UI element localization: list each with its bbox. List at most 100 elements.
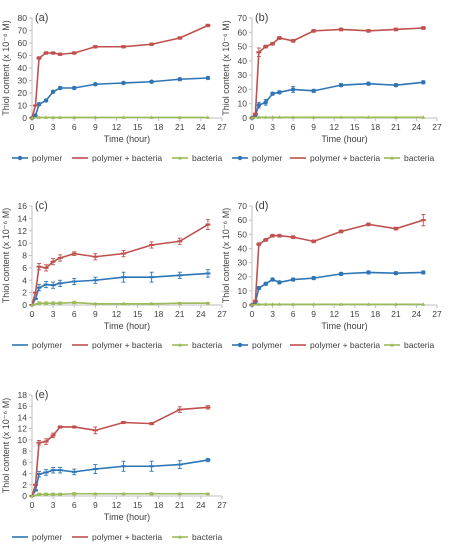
data-point	[366, 115, 371, 119]
chart-panel-2: 0 10 20 30 40 50 60 70 0 3 6 9 12 15 18 21 24 27 Time (hou…	[221, 12, 442, 163]
x-tick-label: 18	[154, 309, 164, 319]
x-tick-label: 27	[217, 122, 227, 132]
series-1	[29, 219, 211, 306]
data-point	[421, 115, 426, 119]
x-tick-label: 27	[217, 309, 227, 319]
legend-label: polymer	[252, 340, 282, 350]
series-1	[29, 23, 211, 119]
data-point	[270, 302, 275, 306]
x-tick-label: 12	[329, 122, 339, 132]
x-tick-label: 18	[371, 309, 381, 319]
legend-marker	[17, 155, 23, 161]
legend-marker	[178, 343, 182, 347]
data-point	[311, 88, 316, 94]
x-tick-label: 3	[270, 122, 275, 132]
chart-panel-1: 0 10 20 30 40 50 60 70 80 0 3 6 9 12 15 18 21 24 27 Time (h…	[1, 12, 227, 163]
y-tick-label: 70	[18, 26, 28, 36]
x-tick-label: 3	[51, 122, 56, 132]
x-tick-label: 9	[311, 309, 316, 319]
x-axis-title: Time (hour)	[104, 321, 150, 331]
y-tick-label: 10	[238, 99, 248, 109]
data-point	[393, 270, 399, 276]
data-point	[58, 301, 63, 305]
legend-label: polymer + bacteria	[310, 153, 380, 163]
series-2	[30, 300, 210, 307]
y-tick-label: 0	[22, 491, 27, 501]
data-point	[256, 302, 261, 306]
y-tick-label: 4	[22, 469, 27, 479]
data-point	[58, 115, 63, 119]
data-point	[121, 491, 126, 496]
y-tick-label: 0	[22, 113, 27, 123]
data-point	[72, 491, 77, 496]
y-tick-label: 2	[22, 480, 27, 490]
y-tick-label: 18	[18, 390, 28, 400]
data-point	[421, 302, 426, 306]
x-tick-label: 21	[391, 122, 401, 132]
series-line	[31, 116, 208, 119]
data-point	[30, 116, 34, 120]
y-tick-label: 10	[238, 286, 248, 296]
y-tick-label: 30	[18, 76, 28, 86]
y-tick-label: 10	[18, 238, 28, 248]
y-tick-label: 50	[238, 42, 248, 52]
legend: polymer polymer + bacteria bacteria	[12, 153, 223, 163]
x-tick-label: 18	[154, 122, 164, 132]
legend-label: polymer	[32, 532, 62, 542]
data-point	[93, 115, 98, 119]
x-tick-label: 24	[412, 309, 422, 319]
y-tick-label: 80	[18, 13, 28, 23]
data-point	[263, 302, 268, 306]
data-point	[44, 492, 49, 496]
data-point	[177, 301, 182, 305]
data-point	[291, 115, 296, 119]
data-point	[37, 492, 42, 496]
series-line	[31, 223, 209, 306]
x-tick-label: 15	[133, 122, 143, 132]
data-point	[311, 302, 316, 306]
legend-label: polymer + bacteria	[310, 340, 380, 350]
data-point	[366, 302, 371, 306]
x-tick-label: 24	[412, 122, 422, 132]
x-tick-label: 0	[30, 500, 35, 510]
y-tick-label: 6	[22, 457, 27, 467]
data-point	[57, 85, 63, 91]
legend-marker	[390, 343, 394, 347]
y-tick-label: 16	[18, 201, 28, 211]
data-point	[256, 102, 262, 108]
data-point	[72, 115, 77, 119]
legend: polymer polymer + bacteria bacteria	[12, 532, 223, 542]
data-point	[121, 301, 126, 306]
series-line	[251, 271, 424, 306]
y-tick-label: 70	[238, 201, 248, 211]
legend-label: bacteria	[192, 532, 223, 542]
x-tick-label: 6	[291, 309, 296, 319]
x-tick-label: 9	[311, 122, 316, 132]
series-2	[30, 491, 210, 498]
legend-label: polymer + bacteria	[92, 532, 162, 542]
series-2	[30, 115, 210, 120]
data-point	[311, 115, 316, 119]
x-axis-title: Time (hour)	[104, 512, 150, 522]
data-point	[393, 115, 398, 119]
y-tick-label: 10	[18, 101, 28, 111]
y-tick-label: 20	[238, 84, 248, 94]
y-tick-label: 12	[18, 226, 28, 236]
y-tick-label: 40	[238, 243, 248, 253]
series-line	[251, 303, 424, 306]
data-point	[44, 301, 49, 305]
y-tick-label: 0	[242, 113, 247, 123]
series-0	[249, 270, 426, 308]
x-axis-title: Time (hour)	[104, 134, 150, 144]
panel-label: (b)	[255, 12, 268, 24]
data-point	[250, 116, 254, 120]
data-point	[205, 115, 210, 119]
legend-marker	[237, 342, 243, 348]
y-axis-title: Thiol content (x 10⁻⁶ M)	[1, 398, 11, 494]
x-tick-label: 6	[72, 500, 77, 510]
x-tick-label: 9	[93, 500, 98, 510]
legend-label: polymer	[252, 153, 282, 163]
series-1	[249, 26, 426, 119]
